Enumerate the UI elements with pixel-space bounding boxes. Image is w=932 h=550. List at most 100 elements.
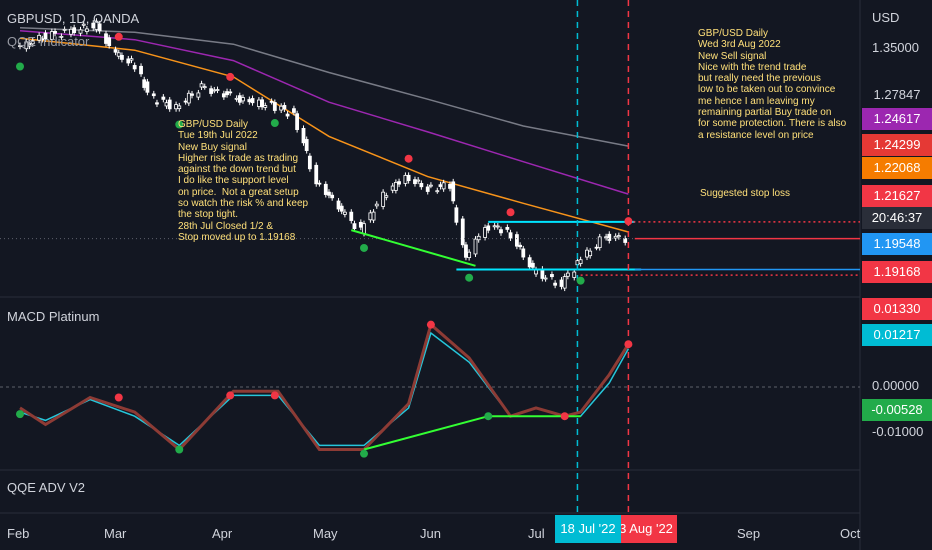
candle-body <box>330 194 335 199</box>
candle-body <box>53 30 57 34</box>
candle-body <box>164 102 169 107</box>
candle-body <box>585 249 589 258</box>
buy-note-line-5: against the down trend but <box>178 164 296 176</box>
candle-body <box>292 108 296 113</box>
candle-body <box>186 92 191 104</box>
sell-note-line-9: for some protection. There is also <box>698 118 847 130</box>
candle-body <box>30 40 35 45</box>
currency-label: USD <box>872 10 900 25</box>
month-label: Jun <box>420 526 441 541</box>
candle-body <box>285 113 290 117</box>
candle-body <box>607 233 612 241</box>
candle-body <box>572 271 577 278</box>
candle-body <box>460 218 465 246</box>
sell-note-line-10: a resistance level on price <box>698 129 814 141</box>
candle-body <box>352 223 357 230</box>
candle-body <box>393 182 398 191</box>
macd-sell-dot <box>114 393 123 402</box>
price-badge: 1.24617 <box>862 108 932 130</box>
candle-body <box>486 225 491 231</box>
candle-body <box>202 86 207 89</box>
price-badge: 1.21627 <box>862 185 932 207</box>
candle-body <box>304 139 309 151</box>
candle-body <box>161 96 166 100</box>
candle-body <box>435 190 440 193</box>
indicator-title: QQE Indicator <box>7 34 90 49</box>
sell-note-line-7: me hence I am leaving my <box>698 95 815 107</box>
candle-body <box>250 98 255 104</box>
candle-body <box>495 225 500 228</box>
time-badge-start: 18 Jul '22 <box>555 515 621 543</box>
candle-body <box>550 274 554 278</box>
candle-body <box>467 251 472 258</box>
candle-body <box>343 211 347 215</box>
candle-body <box>27 42 32 47</box>
candle-body <box>413 179 417 185</box>
macd-buy-dot <box>360 449 369 458</box>
candle-body <box>425 186 430 192</box>
candle-body <box>263 105 268 108</box>
sell-signal-dot <box>114 32 123 41</box>
candle-body <box>107 37 112 47</box>
candle-body <box>177 105 182 110</box>
candle-body <box>81 23 86 26</box>
candle-body <box>241 97 245 102</box>
candle-body <box>623 238 628 243</box>
candle-body <box>374 203 379 207</box>
candle-body <box>473 238 478 255</box>
macd-sell-dot <box>624 340 633 349</box>
macd-sell-dot <box>270 391 279 400</box>
sell-note-line-6: low to be taken out to convince <box>698 84 836 96</box>
candle-body <box>441 182 446 190</box>
macd-divergence-line <box>363 415 489 451</box>
month-label: Jul <box>528 526 545 541</box>
candle-body <box>126 58 131 64</box>
candle-body <box>505 227 510 230</box>
macd-sell-dot <box>226 391 235 400</box>
candle-body <box>49 31 54 40</box>
month-label: Apr <box>212 526 233 541</box>
candle-body <box>492 225 497 228</box>
ema-fast-line <box>19 37 629 233</box>
candle-body <box>260 99 264 108</box>
candle-body <box>190 93 194 96</box>
candle-body <box>59 35 64 38</box>
candle-body <box>336 200 341 210</box>
candle-body <box>597 236 602 248</box>
candle-body <box>588 250 593 257</box>
month-label: Sep <box>737 526 761 541</box>
candle-body <box>279 105 284 111</box>
candle-body <box>406 174 411 182</box>
buy-note-line-8: so watch the risk % and keep <box>178 198 309 210</box>
month-label: Feb <box>7 526 30 541</box>
buy-signal-dot <box>465 273 474 282</box>
candle-body <box>37 34 42 41</box>
buy-note-line-6: I do like the support level <box>178 175 289 187</box>
candle-body <box>464 244 468 258</box>
buy-signal-dot <box>576 276 585 285</box>
candle-body <box>448 183 452 189</box>
annotation-buy-note: GBP/USD Daily Tue 19th Jul 2022 New Buy si… <box>178 119 308 243</box>
candle-body <box>295 113 300 130</box>
annotation-sell-note: GBP/USD Daily Wed 3rd Aug 2022 New Sell si… <box>698 28 846 141</box>
macd-sell-dot <box>426 320 435 329</box>
candle-body <box>438 184 443 187</box>
macd-buy-dot <box>175 445 184 454</box>
sell-note-line-2: Wed 3rd Aug 2022 <box>698 39 781 51</box>
candle-body <box>18 45 22 48</box>
price-tick: 1.35000 <box>872 40 919 55</box>
candle-body <box>225 91 229 96</box>
candle-body <box>269 100 274 103</box>
candle-body <box>78 29 83 34</box>
annotation-stop-loss: Suggested stop loss <box>700 188 791 199</box>
macd-tick-neg: -0.01000 <box>872 424 924 439</box>
candle-body <box>419 182 424 188</box>
month-label: May <box>313 526 338 541</box>
candle-body <box>397 181 401 185</box>
candle-body <box>327 191 331 196</box>
buy-note-line-0: GBP/USD Daily <box>178 119 249 130</box>
candle-body <box>212 89 217 92</box>
price-badge: 20:46:37 <box>862 207 932 229</box>
